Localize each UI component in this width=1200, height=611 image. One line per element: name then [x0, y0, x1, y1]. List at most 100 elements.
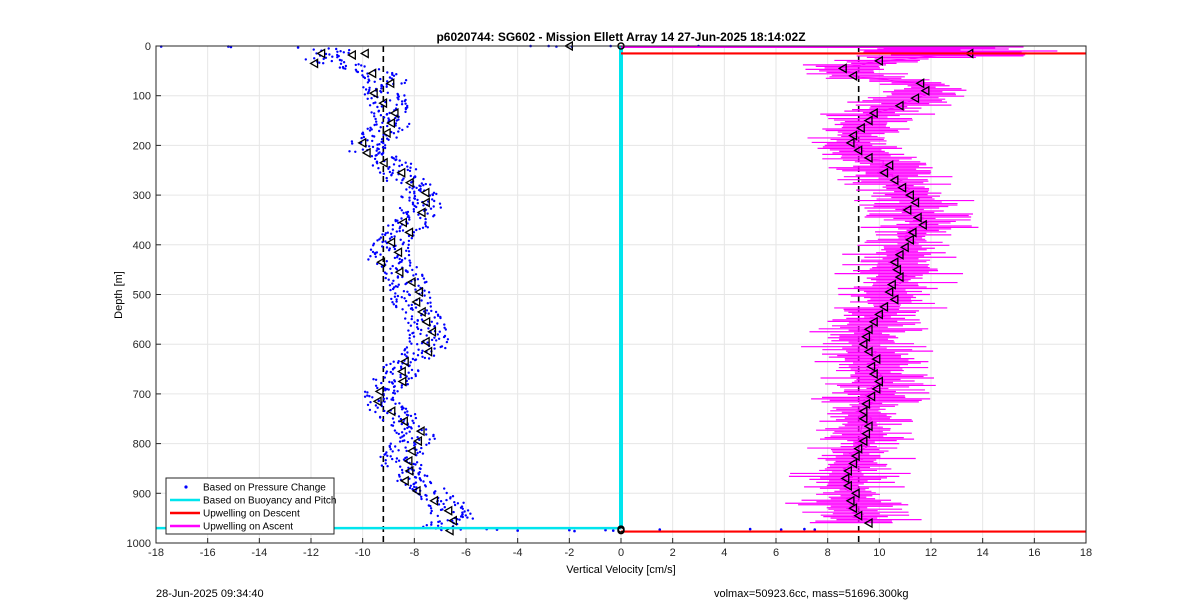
pressure-change-point: [399, 238, 402, 241]
pressure-change-point: [452, 510, 455, 514]
ascent-triangle-marker: [861, 428, 871, 439]
pressure-change-point: [375, 149, 378, 152]
pressure-change-point: [658, 528, 662, 531]
ascent-triangle-marker: [879, 167, 889, 178]
pressure-change-point: [430, 521, 433, 524]
descent-triangle-marker: [429, 495, 439, 506]
pressure-change-point: [405, 212, 409, 216]
pressure-change-point: [416, 436, 419, 439]
descent-triangle-marker: [406, 445, 416, 457]
ascent-triangle-marker: [843, 480, 852, 491]
pressure-change-point: [401, 128, 404, 132]
pressure-change-point: [406, 426, 409, 430]
x-tick-label: 0: [618, 547, 624, 559]
pressure-change-point: [407, 243, 410, 246]
pressure-change-point: [424, 485, 427, 488]
pressure-change-point: [466, 516, 469, 519]
ascent-triangle-marker: [874, 55, 883, 67]
ascent-triangle-marker: [837, 63, 847, 74]
y-tick-label: 900: [133, 488, 151, 500]
pressure-change-point: [440, 522, 443, 525]
pressure-change-point: [421, 452, 425, 455]
x-tick-label: -12: [303, 547, 319, 559]
pressure-change-point: [338, 66, 342, 69]
pressure-change-point: [322, 57, 325, 61]
x-tick-label: -6: [461, 547, 471, 559]
pressure-change-point: [443, 326, 446, 329]
pressure-change-point: [391, 457, 394, 461]
pressure-change-point: [399, 436, 402, 439]
pressure-change-point: [611, 529, 615, 532]
pressure-change-point: [451, 495, 455, 498]
pressure-change-point: [413, 485, 416, 489]
descent-triangle-marker: [386, 117, 396, 129]
descent-triangle-marker: [393, 247, 403, 258]
pressure-change-point: [411, 357, 415, 361]
x-tick-label: 2: [670, 547, 676, 559]
pressure-change-point: [436, 524, 440, 527]
ascent-triangle-marker: [863, 115, 873, 126]
pressure-change-point: [420, 497, 423, 501]
pressure-change-point: [378, 238, 381, 241]
pressure-change-point: [405, 432, 408, 435]
pressure-change-point: [398, 402, 401, 405]
pressure-change-point: [410, 237, 413, 240]
pressure-change-point: [412, 462, 415, 466]
pressure-change-point: [407, 371, 410, 374]
pressure-change-point: [371, 145, 375, 149]
descent-triangle-marker: [386, 406, 396, 417]
y-tick-label: 0: [145, 41, 151, 53]
pressure-change-point: [336, 56, 339, 59]
pressure-change-point: [423, 294, 426, 297]
pressure-change-point: [351, 142, 354, 145]
pressure-change-point: [813, 528, 817, 531]
pressure-change-point: [363, 390, 367, 393]
ascent-triangle-marker: [863, 421, 873, 432]
ascent-triangle-marker: [858, 413, 868, 424]
pressure-change-point: [435, 192, 438, 196]
ascent-triangle-marker: [899, 242, 909, 253]
pressure-change-point: [394, 445, 397, 448]
pressure-change-point: [398, 475, 401, 478]
pressure-change-point: [413, 197, 417, 200]
pressure-change-point: [427, 327, 430, 330]
descent-triangle-marker: [404, 177, 414, 188]
pressure-change-point: [436, 514, 439, 518]
pressure-change-point: [408, 218, 411, 221]
pressure-change-point: [391, 169, 395, 172]
pressure-change-point: [391, 368, 395, 371]
pressure-change-point: [342, 67, 345, 70]
pressure-change-point: [412, 231, 416, 234]
ascent-triangle-marker: [889, 175, 899, 186]
pressure-change-point: [391, 223, 395, 227]
descent-triangle-marker: [399, 475, 409, 486]
descent-triangle-marker: [421, 316, 431, 327]
pressure-change-point: [386, 71, 389, 74]
pressure-change-point: [402, 458, 406, 461]
pressure-change-point: [380, 381, 383, 385]
pressure-change-point: [368, 79, 371, 82]
pressure-change-point: [396, 479, 399, 483]
pressure-change-point: [409, 484, 412, 487]
pressure-change-point: [433, 437, 436, 440]
x-tick-label: 12: [925, 547, 937, 559]
pressure-change-point: [419, 185, 422, 188]
pressure-change-point: [414, 168, 418, 171]
pressure-change-point: [383, 144, 387, 147]
pressure-change-point: [390, 77, 393, 80]
pressure-change-point: [377, 147, 380, 151]
pressure-change-point: [439, 316, 442, 320]
pressure-change-point: [415, 448, 418, 451]
pressure-change-point: [397, 459, 401, 462]
y-tick-label: 200: [133, 140, 151, 152]
pressure-change-point: [408, 169, 412, 173]
pressure-change-point: [410, 437, 414, 440]
ascent-line: [839, 53, 973, 524]
glider-stats: volmax=50923.6cc, mass=51696.300kg: [714, 588, 909, 600]
pressure-change-point: [395, 73, 398, 76]
pressure-change-point: [461, 515, 464, 519]
pressure-change-point: [393, 235, 396, 238]
pressure-change-point: [434, 310, 438, 314]
pressure-change-point: [421, 274, 424, 278]
pressure-change-point: [407, 329, 410, 332]
